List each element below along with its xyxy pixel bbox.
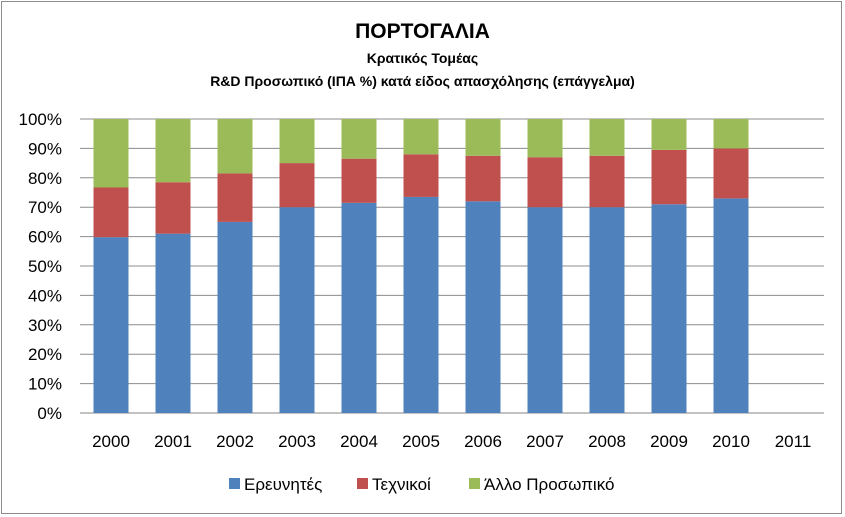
bar-segment <box>651 149 687 205</box>
bar-segment <box>465 119 501 156</box>
bar-segment <box>341 202 377 413</box>
chart-subtitle-2: R&D Προσωπικό (ΙΠΑ %) κατά είδος απασχόλ… <box>210 73 635 89</box>
bar-segment <box>527 207 563 413</box>
legend-swatch <box>229 478 240 489</box>
bar-segment <box>93 237 129 413</box>
y-axis-ticks: 0% 10% 20% 30% 40% 50% 60% 70% 80% 90% 100% <box>19 110 62 423</box>
bar-segment <box>93 119 129 188</box>
bar-segment <box>713 198 749 413</box>
bar-segment <box>155 233 191 413</box>
x-tick-label: 2009 <box>650 432 688 451</box>
y-tick-label: 80% <box>28 169 62 188</box>
x-tick-label: 2003 <box>278 432 316 451</box>
x-tick-label: 2000 <box>92 432 130 451</box>
bar-segment <box>93 187 129 238</box>
legend: Ερευνητές Τεχνικοί Άλλο Προσωπικό <box>229 475 614 494</box>
bar-segment <box>279 163 315 208</box>
bar-segment <box>217 221 253 413</box>
bar-segment <box>341 158 377 203</box>
bars <box>93 119 749 413</box>
bar-segment <box>403 119 439 155</box>
y-tick-label: 60% <box>28 228 62 247</box>
x-tick-label: 2002 <box>216 432 254 451</box>
bar-segment <box>465 155 501 202</box>
bar-segment <box>217 173 253 222</box>
legend-label: Τεχνικοί <box>372 475 431 494</box>
x-tick-label: 2005 <box>402 432 440 451</box>
y-tick-label: 30% <box>28 316 62 335</box>
x-tick-label: 2008 <box>588 432 626 451</box>
legend-swatch <box>357 478 368 489</box>
bar-segment <box>403 196 439 413</box>
y-tick-label: 70% <box>28 198 62 217</box>
x-tick-label: 2001 <box>154 432 192 451</box>
bar-segment <box>589 155 625 208</box>
chart-title: ΠΟΡΤΟΓΑΛΙΑ <box>355 20 490 43</box>
x-tick-label: 2010 <box>712 432 750 451</box>
x-tick-label: 2004 <box>340 432 378 451</box>
bar-segment <box>589 119 625 156</box>
y-tick-label: 100% <box>19 110 62 129</box>
bar-segment <box>527 157 563 208</box>
x-tick-label: 2006 <box>464 432 502 451</box>
bar-segment <box>341 119 377 159</box>
bar-segment <box>527 119 563 158</box>
bar-segment <box>403 154 439 197</box>
y-tick-label: 20% <box>28 345 62 364</box>
x-tick-label: 2007 <box>526 432 564 451</box>
chart-subtitle: Κρατικός Τομέας <box>366 50 479 66</box>
bar-segment <box>465 201 501 413</box>
bar-segment <box>155 119 191 183</box>
x-axis-ticks: 2000 2001 2002 2003 2004 2005 2006 2007 2008 2009… <box>92 432 811 451</box>
bar-segment <box>713 119 749 149</box>
bar-segment <box>279 119 315 164</box>
bar-segment <box>155 182 191 234</box>
bar-segment <box>651 204 687 413</box>
bar-segment <box>589 207 625 413</box>
legend-swatch <box>469 478 480 489</box>
gridlines <box>80 118 824 414</box>
bar-segment <box>279 207 315 413</box>
bar-segment <box>651 119 687 150</box>
bar-segment <box>217 119 253 174</box>
x-tick-label: 2011 <box>775 432 812 451</box>
y-tick-label: 0% <box>37 404 62 423</box>
y-tick-label: 40% <box>28 286 62 305</box>
legend-label: Άλλο Προσωπικό <box>484 475 614 494</box>
y-tick-label: 50% <box>28 257 62 276</box>
y-tick-label: 10% <box>28 375 62 394</box>
bar-segment <box>713 148 749 199</box>
legend-label: Ερευνητές <box>244 475 322 494</box>
y-tick-label: 90% <box>28 139 62 158</box>
